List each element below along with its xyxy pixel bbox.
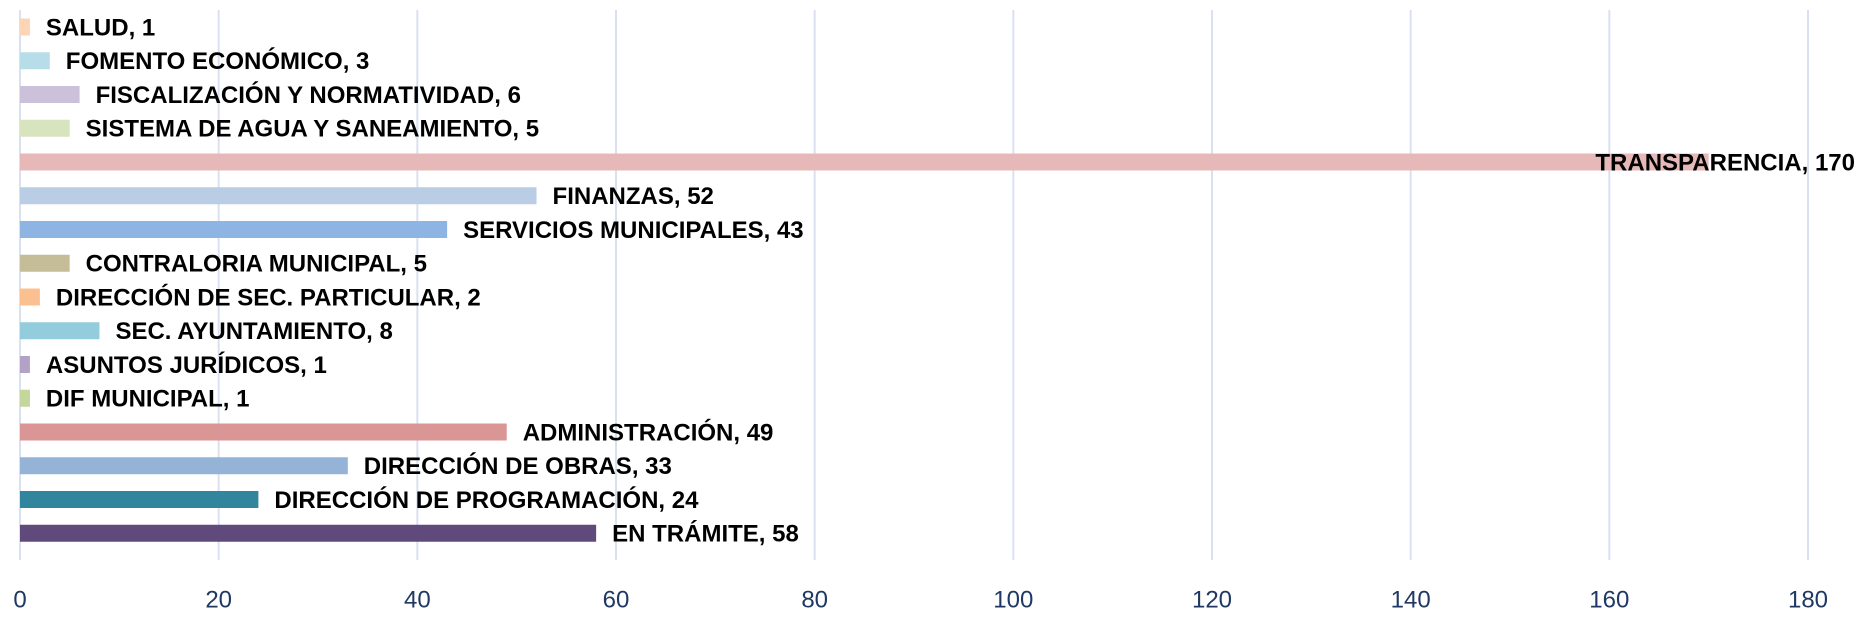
bar bbox=[20, 254, 70, 272]
data-label: SALUD, 1 bbox=[46, 14, 155, 41]
data-label: SEC. AYUNTAMIENTO, 8 bbox=[115, 318, 392, 345]
bar bbox=[20, 389, 30, 407]
bar bbox=[20, 18, 30, 36]
data-label: FINANZAS, 52 bbox=[553, 183, 714, 210]
bar bbox=[20, 221, 448, 238]
bar bbox=[20, 52, 50, 70]
data-label: SISTEMA DE AGUA Y SANEAMIENTO, 5 bbox=[86, 116, 539, 143]
bar bbox=[20, 356, 30, 373]
data-label: EN TRÁMITE, 58 bbox=[612, 520, 799, 548]
x-tick-label: 80 bbox=[801, 586, 828, 613]
x-tick-label: 120 bbox=[1192, 586, 1232, 613]
data-label: FOMENTO ECONÓMICO, 3 bbox=[66, 47, 370, 75]
data-label: DIRECCIÓN DE PROGRAMACIÓN, 24 bbox=[274, 486, 699, 514]
x-tick-label: 0 bbox=[13, 586, 26, 613]
data-label: DIRECCIÓN DE SEC. PARTICULAR, 2 bbox=[56, 283, 481, 311]
data-label: SERVICIOS MUNICIPALES, 43 bbox=[463, 217, 804, 244]
bar bbox=[20, 153, 1709, 171]
data-label: ASUNTOS JURÍDICOS, 1 bbox=[46, 351, 327, 379]
bar bbox=[20, 457, 348, 475]
data-label: CONTRALORIA MUNICIPAL, 5 bbox=[86, 251, 427, 278]
x-tick-label: 180 bbox=[1788, 586, 1828, 613]
data-label: FISCALIZACIÓN Y NORMATIVIDAD, 6 bbox=[96, 81, 521, 109]
data-label: TRANSPARENCIA, 170 bbox=[1595, 149, 1855, 176]
x-tick-label: 20 bbox=[205, 586, 232, 613]
bar bbox=[20, 187, 537, 205]
data-label: DIF MUNICIPAL, 1 bbox=[46, 386, 250, 413]
bar bbox=[20, 119, 70, 137]
data-label: DIRECCIÓN DE OBRAS, 33 bbox=[364, 452, 672, 480]
x-tick-label: 60 bbox=[603, 586, 630, 613]
data-label: ADMINISTRACIÓN, 49 bbox=[523, 418, 774, 446]
bar bbox=[20, 86, 80, 103]
x-tick-label: 140 bbox=[1391, 586, 1431, 613]
bar bbox=[20, 491, 259, 508]
x-tick-label: 160 bbox=[1589, 586, 1629, 613]
bar bbox=[20, 423, 507, 441]
x-tick-label: 100 bbox=[993, 586, 1033, 613]
bar bbox=[20, 322, 100, 340]
x-tick-label: 40 bbox=[404, 586, 431, 613]
bar bbox=[20, 524, 597, 542]
bar bbox=[20, 288, 40, 306]
